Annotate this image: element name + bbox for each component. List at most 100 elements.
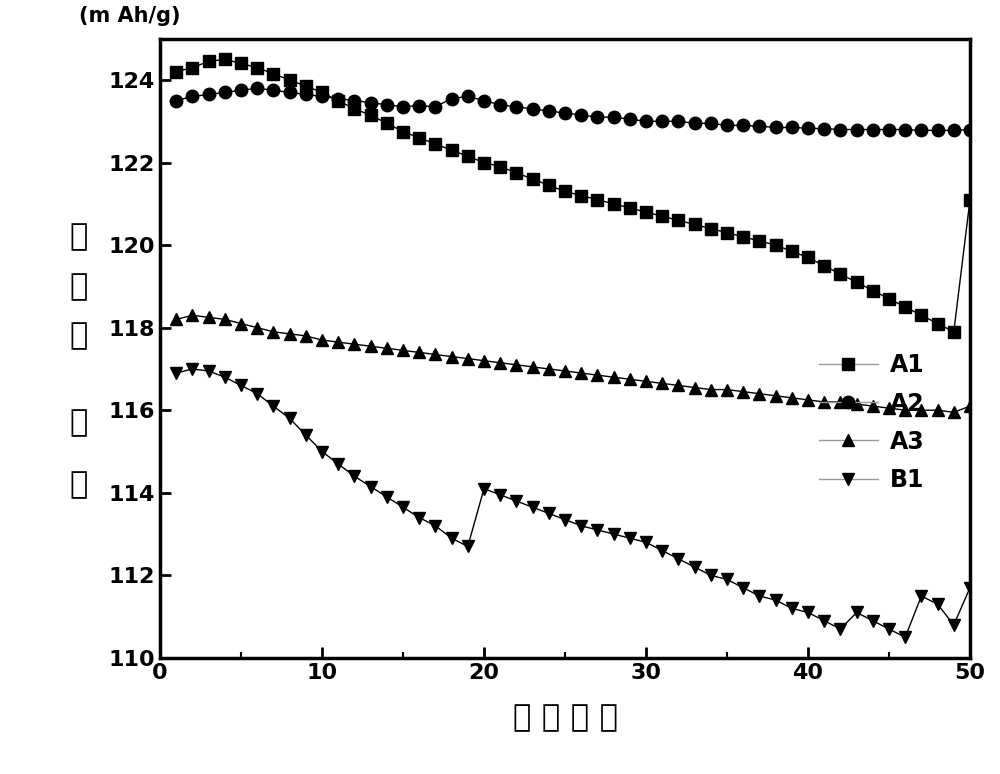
A3 <box>689 383 701 392</box>
A3 <box>721 385 733 394</box>
A3 <box>219 315 231 324</box>
A2 <box>818 124 830 133</box>
A1 <box>397 127 409 136</box>
A2 <box>235 86 247 95</box>
A1 <box>365 111 377 120</box>
A2 <box>284 87 296 97</box>
A3 <box>672 381 684 390</box>
A1 <box>235 59 247 68</box>
A1 <box>186 63 198 72</box>
A2 <box>899 125 911 134</box>
A2 <box>883 125 895 134</box>
B1 <box>737 583 749 592</box>
A3 <box>381 344 393 353</box>
B1 <box>656 546 668 555</box>
A2 <box>559 108 571 118</box>
A2 <box>786 123 798 132</box>
B1 <box>721 575 733 584</box>
A1 <box>316 87 328 97</box>
A1 <box>575 191 587 200</box>
B1 <box>397 502 409 512</box>
B1 <box>284 414 296 423</box>
A1 <box>300 81 312 91</box>
A2 <box>575 111 587 120</box>
A3 <box>753 389 765 399</box>
B1 <box>575 521 587 530</box>
A1 <box>284 75 296 84</box>
A1 <box>867 286 879 295</box>
A1 <box>932 319 944 328</box>
A2 <box>316 92 328 101</box>
A3 <box>575 368 587 378</box>
A3 <box>818 397 830 406</box>
A1 <box>964 195 976 204</box>
B1 <box>851 608 863 617</box>
A2 <box>186 92 198 101</box>
A2 <box>478 96 490 105</box>
B1 <box>235 381 247 390</box>
A1 <box>705 224 717 233</box>
A2 <box>867 125 879 134</box>
A2 <box>948 125 960 135</box>
A3 <box>478 356 490 365</box>
A3 <box>397 346 409 355</box>
A3 <box>203 313 215 322</box>
A3 <box>365 341 377 351</box>
B1 <box>267 402 279 411</box>
A1 <box>219 55 231 64</box>
A2 <box>510 102 522 111</box>
A2 <box>753 122 765 131</box>
A1 <box>559 187 571 196</box>
B1 <box>818 616 830 625</box>
A1 <box>494 162 506 171</box>
B1 <box>899 632 911 642</box>
A3 <box>348 340 360 349</box>
B1 <box>251 389 263 399</box>
X-axis label: 循 环 次 数: 循 环 次 数 <box>513 704 617 733</box>
A2 <box>267 86 279 95</box>
A2 <box>591 112 603 122</box>
A2 <box>608 112 620 122</box>
A1 <box>332 96 344 105</box>
Text: 放: 放 <box>70 222 88 252</box>
A1 <box>381 118 393 128</box>
A3 <box>640 377 652 386</box>
A1 <box>170 67 182 77</box>
B1 <box>672 554 684 563</box>
A1 <box>753 236 765 245</box>
A2 <box>640 117 652 126</box>
B1 <box>689 563 701 572</box>
B1 <box>753 591 765 601</box>
B1 <box>186 365 198 374</box>
A3 <box>591 371 603 380</box>
Line: B1: B1 <box>170 363 976 643</box>
B1 <box>932 600 944 609</box>
A1 <box>721 228 733 238</box>
A2 <box>672 117 684 126</box>
B1 <box>543 509 555 518</box>
A2 <box>413 101 425 110</box>
A2 <box>721 121 733 130</box>
A2 <box>494 100 506 109</box>
B1 <box>883 625 895 634</box>
A2 <box>834 125 846 134</box>
A2 <box>851 125 863 134</box>
A1 <box>429 139 441 149</box>
A3 <box>608 372 620 382</box>
A2 <box>802 124 814 133</box>
A3 <box>413 348 425 357</box>
A1 <box>446 146 458 155</box>
A1 <box>267 69 279 78</box>
A3 <box>770 391 782 400</box>
A3 <box>737 387 749 396</box>
A1 <box>899 303 911 312</box>
B1 <box>219 372 231 382</box>
A2 <box>397 102 409 111</box>
A2 <box>915 125 927 135</box>
A1 <box>348 104 360 114</box>
B1 <box>170 368 182 378</box>
B1 <box>332 459 344 468</box>
A2 <box>365 98 377 108</box>
A3 <box>705 385 717 394</box>
A2 <box>737 121 749 130</box>
